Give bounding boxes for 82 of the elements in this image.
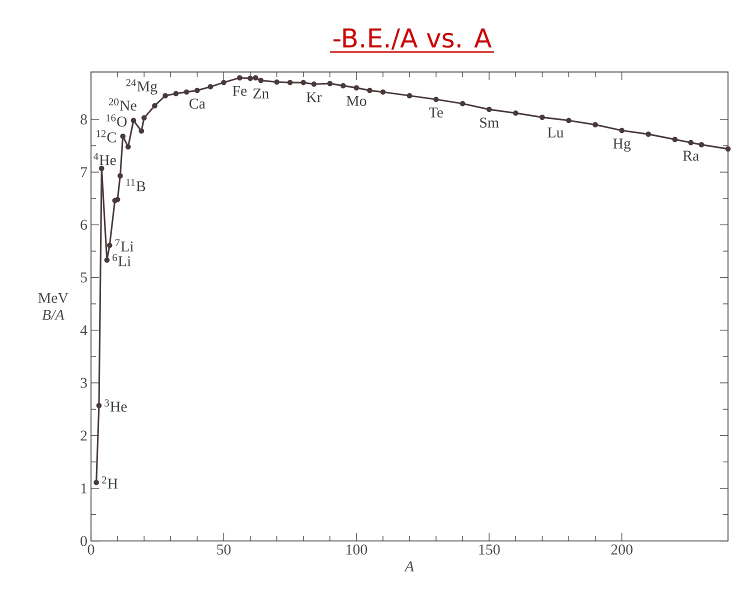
x-tick-label: 100: [346, 544, 368, 555]
annotation: $^{3}$He: [104, 399, 127, 412]
point: [138, 128, 144, 134]
point: [130, 118, 136, 124]
point: [354, 85, 360, 90]
point: [221, 80, 226, 86]
point: [460, 100, 466, 106]
point: [208, 84, 214, 90]
annotation: Mo: [346, 96, 366, 106]
y-tick-label: 5: [80, 272, 87, 282]
point: [120, 134, 126, 139]
annotation: Te: [428, 108, 443, 118]
point: [512, 110, 518, 116]
point: [94, 480, 100, 486]
x-tick-label: 150: [479, 544, 500, 555]
point: [118, 173, 123, 178]
point: [406, 93, 412, 98]
annotation: Ra: [682, 150, 699, 161]
x-tick-label: 0: [88, 544, 94, 555]
point: [258, 78, 264, 84]
point: [173, 90, 179, 96]
annotation: $^{2}$H: [102, 476, 118, 489]
point: [380, 89, 386, 95]
annotation: Ca: [189, 98, 206, 109]
point: [725, 146, 731, 152]
point: [300, 80, 306, 86]
annotation: $^{11}$B: [126, 179, 146, 192]
point: [367, 88, 372, 94]
point: [98, 166, 104, 172]
point: [104, 257, 110, 263]
point: [184, 89, 190, 95]
point: [433, 96, 439, 102]
point: [619, 128, 625, 134]
point: [194, 88, 200, 94]
point: [672, 136, 678, 142]
annotation: Zn: [253, 88, 269, 98]
y-tick-label: 1: [81, 483, 87, 494]
annotation: Kr: [306, 92, 322, 102]
y-tick-label: 4: [80, 325, 88, 336]
annotation: $^{24}$Mg: [126, 79, 158, 95]
y-axis-title: MeV B/A: [38, 293, 68, 320]
annotation: Sm: [480, 118, 499, 128]
point: [327, 80, 333, 86]
point: [311, 81, 317, 87]
point: [486, 106, 492, 112]
annotation: $^{20}$Ne: [108, 98, 136, 111]
annotation: $^{7}$Li: [115, 239, 134, 252]
y-tick-label: 6: [80, 220, 88, 230]
point: [96, 402, 102, 408]
point: [236, 75, 242, 80]
point: [688, 140, 694, 146]
annotation: $^{6}$Li: [112, 254, 131, 266]
point: [141, 115, 147, 121]
point: [592, 122, 598, 128]
point: [106, 242, 112, 248]
point: [152, 103, 158, 108]
point: [287, 80, 293, 86]
point: [248, 76, 253, 82]
x-axis-title: A: [404, 561, 414, 572]
point: [698, 142, 704, 148]
point: [646, 131, 652, 137]
point: [274, 79, 280, 85]
annotation: $^{16}$O: [106, 114, 127, 127]
x-tick-label: 50: [217, 544, 231, 555]
x-tick-label: 200: [611, 544, 632, 555]
annotation: Fe: [232, 86, 247, 96]
y-tick-label: 8: [80, 114, 87, 124]
y-tick-label: 2: [80, 430, 87, 441]
annotation: $^{4}$He: [93, 153, 116, 166]
annotation: Hg: [613, 138, 631, 152]
y-tick-label: 7: [81, 167, 88, 178]
y-tick-label: 0: [80, 536, 87, 546]
point: [566, 118, 572, 124]
y-tick-label: 3: [80, 378, 87, 388]
point: [162, 93, 168, 98]
annotation: Lu: [548, 128, 564, 138]
point: [540, 114, 545, 120]
point: [125, 144, 131, 150]
point: [340, 83, 346, 88]
chart-title: -B.E./A vs. A: [334, 28, 492, 50]
annotation: $^{12}$C: [96, 130, 116, 142]
point: [252, 75, 258, 80]
